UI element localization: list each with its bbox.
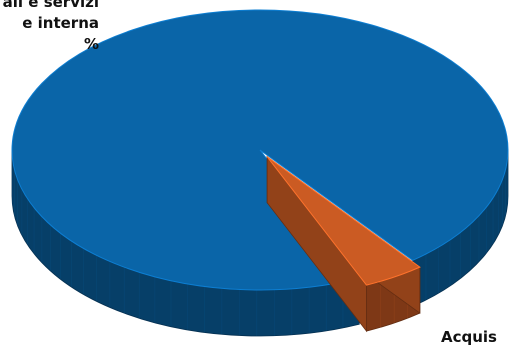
slice-main <box>11 9 509 337</box>
slice-label-small-line-1: Acquis <box>441 328 497 346</box>
slice-label-main: ali e servizi e interna % <box>3 0 99 55</box>
slice-label-main-line-3: % <box>83 35 99 53</box>
slice-top-face <box>266 156 421 286</box>
slice-label-small: Acquis <box>441 327 497 347</box>
slice-label-main-line-2: e interna <box>22 14 99 32</box>
slice-label-main-line-1: ali e servizi <box>2 0 99 11</box>
slice-top-face <box>11 9 509 291</box>
slice-small <box>266 155 421 333</box>
